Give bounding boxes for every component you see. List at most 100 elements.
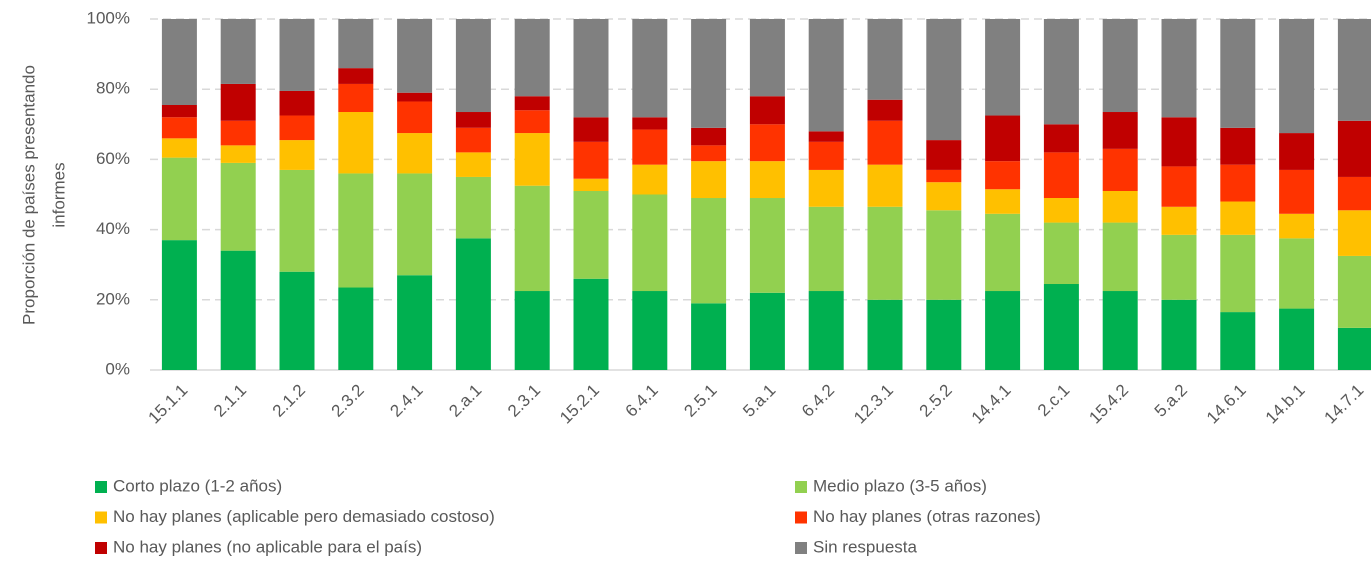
bar-segment [397, 275, 433, 370]
bar-segment [808, 291, 844, 370]
bar-segment [338, 68, 374, 84]
bar-segment [573, 117, 609, 142]
bar-segment [1220, 127, 1256, 165]
bar-segment [220, 19, 256, 84]
bar-segment [1102, 291, 1138, 370]
bar-segment [749, 124, 785, 162]
bar-segment [514, 185, 550, 292]
bar-segment [1161, 19, 1197, 118]
bar-segment [926, 210, 962, 300]
bar-segment [1337, 327, 1371, 370]
x-tick-label: 2.5.2 [916, 381, 956, 421]
bar-segment [220, 145, 256, 163]
y-tick-label: 100% [87, 8, 130, 27]
bar-segment [455, 176, 491, 239]
bar-segment [220, 120, 256, 146]
bar-segment [1102, 19, 1138, 113]
x-tick-label: 2.c.1 [1034, 381, 1073, 420]
bar-segment [1161, 299, 1197, 370]
bar-segment [514, 133, 550, 186]
x-tick-label: 15.1.1 [145, 381, 192, 428]
bar-segment [1102, 222, 1138, 292]
bar-segment [1220, 164, 1256, 202]
bar-segment [161, 157, 197, 241]
bar-segment [985, 213, 1021, 292]
bar-segment [1220, 312, 1256, 370]
bar-segment [1043, 152, 1079, 199]
y-axis-label: informes [49, 162, 68, 227]
bar-segment [691, 198, 727, 304]
bar-segment [338, 287, 374, 370]
bar-segment [691, 127, 727, 146]
bar-segment [279, 140, 315, 170]
bar-segment [808, 19, 844, 132]
bar-segment [691, 161, 727, 199]
bar-segment [749, 19, 785, 97]
bar-segment [455, 19, 491, 113]
bar-segment [161, 19, 197, 105]
bar-segment [926, 140, 962, 170]
bar-segment [1161, 166, 1197, 207]
bar-segment [455, 152, 491, 177]
bar-segment [985, 19, 1021, 116]
bar-segment [1043, 222, 1079, 285]
bar-segment [1043, 19, 1079, 125]
bar-segment [1279, 133, 1315, 170]
bar-segment [867, 164, 903, 207]
x-tick-label: 14.b.1 [1262, 381, 1309, 428]
bar-segment [397, 92, 433, 102]
bar-segment [749, 96, 785, 125]
bar-segment [749, 292, 785, 370]
bar-segment [1043, 124, 1079, 153]
bar-segment [338, 173, 374, 288]
legend-swatch [95, 511, 107, 524]
bar-segment [632, 164, 668, 195]
bar-segment [808, 206, 844, 292]
bar-segment [632, 129, 668, 165]
bar-segment [514, 110, 550, 134]
x-tick-label: 2.1.2 [269, 381, 309, 421]
bar-segment [1279, 19, 1315, 134]
x-tick-label: 15.2.1 [556, 381, 603, 428]
x-tick-label: 2.3.2 [328, 381, 368, 421]
bar-segment [455, 127, 491, 153]
bar-segment [867, 99, 903, 121]
bar-segment [1279, 169, 1315, 214]
bar-segment [161, 138, 197, 158]
bar-segment [632, 117, 668, 130]
bar-segment [926, 169, 962, 183]
bar-segment [691, 145, 727, 162]
bar-segment [926, 182, 962, 211]
legend-swatch [795, 481, 807, 493]
bar-segment [1102, 148, 1138, 191]
bar-segment [926, 19, 962, 141]
bar-segment [455, 112, 491, 128]
legend-swatch [795, 542, 807, 554]
bar-segment [1337, 255, 1371, 328]
bar-segment [573, 141, 609, 179]
x-tick-label: 2.3.1 [504, 381, 544, 421]
x-tick-label: 6.4.2 [798, 381, 838, 421]
x-tick-label: 2.4.1 [386, 381, 426, 421]
bar-segment [985, 291, 1021, 370]
bar-segment [455, 238, 491, 370]
bar-segment [573, 178, 609, 191]
bar-segment [397, 133, 433, 174]
legend-label: Corto plazo (1-2 años) [113, 476, 282, 495]
bar-segment [691, 303, 727, 370]
x-tick-label: 2.1.1 [210, 381, 250, 421]
x-tick-label: 12.3.1 [850, 381, 897, 428]
y-tick-label: 0% [105, 359, 130, 378]
bar-segment [1279, 308, 1315, 370]
bar-segment [632, 19, 668, 118]
bar-segment [279, 169, 315, 272]
bar-segment [397, 19, 433, 93]
bar-segment [1102, 112, 1138, 149]
legend-label: No hay planes (no aplicable para el país… [113, 537, 422, 556]
bar-segment [161, 240, 197, 370]
x-tick-label: 5.a.1 [739, 381, 779, 421]
bar-segment [338, 19, 374, 69]
bar-segment [279, 19, 315, 91]
x-tick-label: 15.4.2 [1085, 381, 1132, 428]
